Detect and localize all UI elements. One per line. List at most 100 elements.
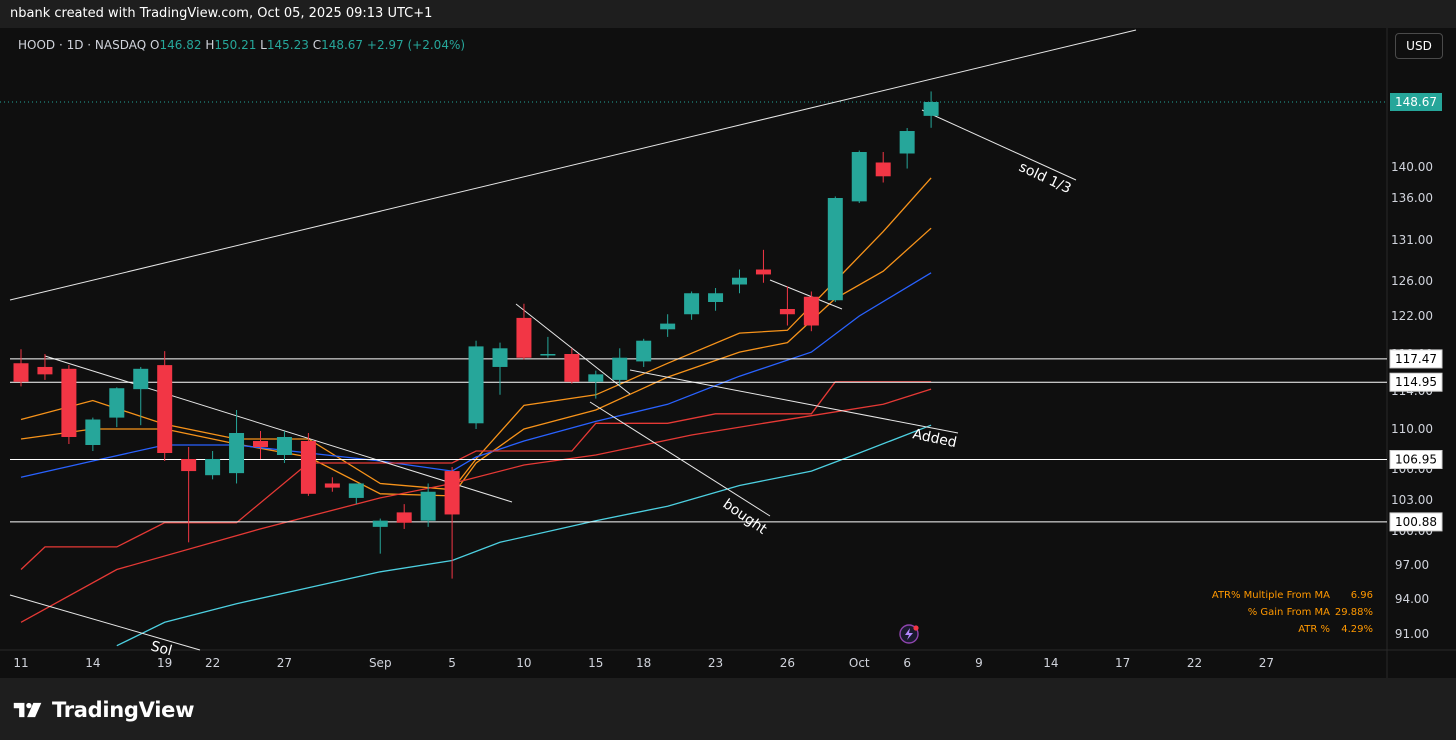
x-tick-label: 27 (277, 656, 292, 670)
y-tick-label: 97.00 (1395, 558, 1429, 572)
candle-body (899, 131, 915, 154)
stats-label: ATR % (1298, 624, 1330, 635)
candle-body (779, 309, 795, 315)
symbol-legend: HOOD · 1D · NASDAQ O146.82 H150.21 L145.… (18, 38, 465, 52)
bolt-shape (905, 628, 913, 640)
sold-trendline (921, 109, 1077, 181)
legend-change: +2.97 (+2.04%) (366, 38, 466, 52)
level-price-label: 100.88 (1395, 515, 1437, 529)
candle-body (492, 348, 508, 367)
candle-body (85, 419, 101, 445)
candle-body (875, 162, 891, 177)
level-price-label: 114.95 (1395, 375, 1437, 389)
candle-body (803, 296, 819, 326)
x-tick-label: 22 (1187, 656, 1202, 670)
stats-label: ATR% Multiple From MA (1212, 590, 1330, 601)
legend-low: 145.23 (266, 38, 309, 52)
plot-background (0, 28, 1456, 678)
candle-body (851, 152, 867, 202)
candle-body (708, 293, 724, 302)
legend-close: 148.67 (321, 38, 364, 52)
x-tick-label: Oct (849, 656, 870, 670)
candle-body (420, 491, 436, 521)
level-price-label: 117.47 (1395, 352, 1437, 366)
x-tick-label: 27 (1259, 656, 1274, 670)
attribution-text: nbank created with TradingView.com, Oct … (10, 6, 433, 21)
current-price-label: 148.67 (1395, 95, 1437, 109)
candle-body (636, 340, 652, 362)
y-tick-label: 136.00 (1391, 191, 1433, 205)
candle-body (827, 198, 843, 301)
brand-name: TradingView (52, 698, 195, 722)
candle-body (205, 459, 221, 476)
x-tick-label: 22 (205, 656, 220, 670)
y-tick-label: 131.00 (1391, 233, 1433, 247)
x-tick-label: 10 (516, 656, 531, 670)
upper-channel-trendline (9, 29, 1137, 301)
candle-body (229, 433, 245, 474)
chart-pane[interactable]: 140.00136.00131.00126.00122.00118.00114.… (0, 28, 1456, 678)
x-tick-label: Sep (369, 656, 392, 670)
legend-high: 150.21 (214, 38, 257, 52)
stats-label: % Gain From MA (1248, 607, 1330, 618)
candle-body (660, 323, 676, 330)
legend-open-label: O (150, 38, 160, 52)
candle-body (396, 512, 412, 523)
x-tick-label: 23 (708, 656, 723, 670)
lightning-badge-icon[interactable] (899, 624, 919, 644)
price-chart[interactable]: 140.00136.00131.00126.00122.00118.00114.… (0, 28, 1456, 678)
level-price-tag (1389, 450, 1443, 469)
x-tick-label: 18 (636, 656, 651, 670)
legend-symbol: HOOD · 1D · NASDAQ (18, 38, 147, 52)
x-tick-label: 11 (13, 656, 28, 670)
candle-body (540, 354, 556, 356)
candle-body (468, 346, 484, 424)
y-tick-label: 103.00 (1391, 493, 1433, 507)
y-tick-label: 140.00 (1391, 160, 1433, 174)
brand[interactable]: TradingView (12, 696, 194, 724)
x-tick-label: 15 (588, 656, 603, 670)
legend-close-label: C (312, 38, 322, 52)
y-tick-label: 91.00 (1395, 627, 1429, 641)
moving-average-line (20, 381, 932, 570)
candle-body (109, 388, 125, 418)
candle-body (516, 317, 532, 358)
candle-body (253, 441, 268, 447)
candle-body (348, 483, 364, 498)
current-price-tag (1390, 93, 1442, 111)
candle-body (564, 354, 580, 382)
legend-low-label: L (260, 38, 267, 52)
candle-body (684, 293, 700, 315)
y-tick-label: 94.00 (1395, 592, 1429, 606)
pullback-trendline (515, 303, 631, 395)
x-tick-label: 17 (1115, 656, 1130, 670)
legend-open: 146.82 (159, 38, 202, 52)
candle-body (13, 363, 29, 382)
level-price-tag (1389, 372, 1443, 392)
x-tick-label: 14 (85, 656, 100, 670)
added-trendline (629, 369, 959, 434)
y-tick-label: 110.00 (1391, 422, 1433, 436)
x-tick-label: 14 (1043, 656, 1058, 670)
y-tick-label: 122.00 (1391, 309, 1433, 323)
candle-body (612, 357, 628, 380)
stats-value: 4.29% (1341, 624, 1373, 635)
level-price-tag (1389, 349, 1443, 369)
moving-average-line (116, 424, 932, 647)
candle-body (157, 365, 173, 453)
candle-body (276, 437, 292, 455)
x-tick-label: 26 (780, 656, 795, 670)
attribution-bar: nbank created with TradingView.com, Oct … (0, 0, 1456, 28)
level-price-label: 106.95 (1395, 453, 1437, 467)
candle-body (133, 368, 149, 390)
flag-trendline (769, 279, 843, 310)
x-tick-label: 9 (975, 656, 983, 670)
currency-button[interactable]: USD (1395, 33, 1443, 59)
candle-body (444, 471, 460, 515)
y-tick-label: 126.00 (1391, 274, 1433, 288)
stats-value: 29.88% (1335, 607, 1373, 618)
badge-dot (913, 625, 919, 631)
lower-channel-trendline (9, 594, 201, 651)
candle-body (324, 483, 340, 488)
candle-body (755, 269, 771, 275)
